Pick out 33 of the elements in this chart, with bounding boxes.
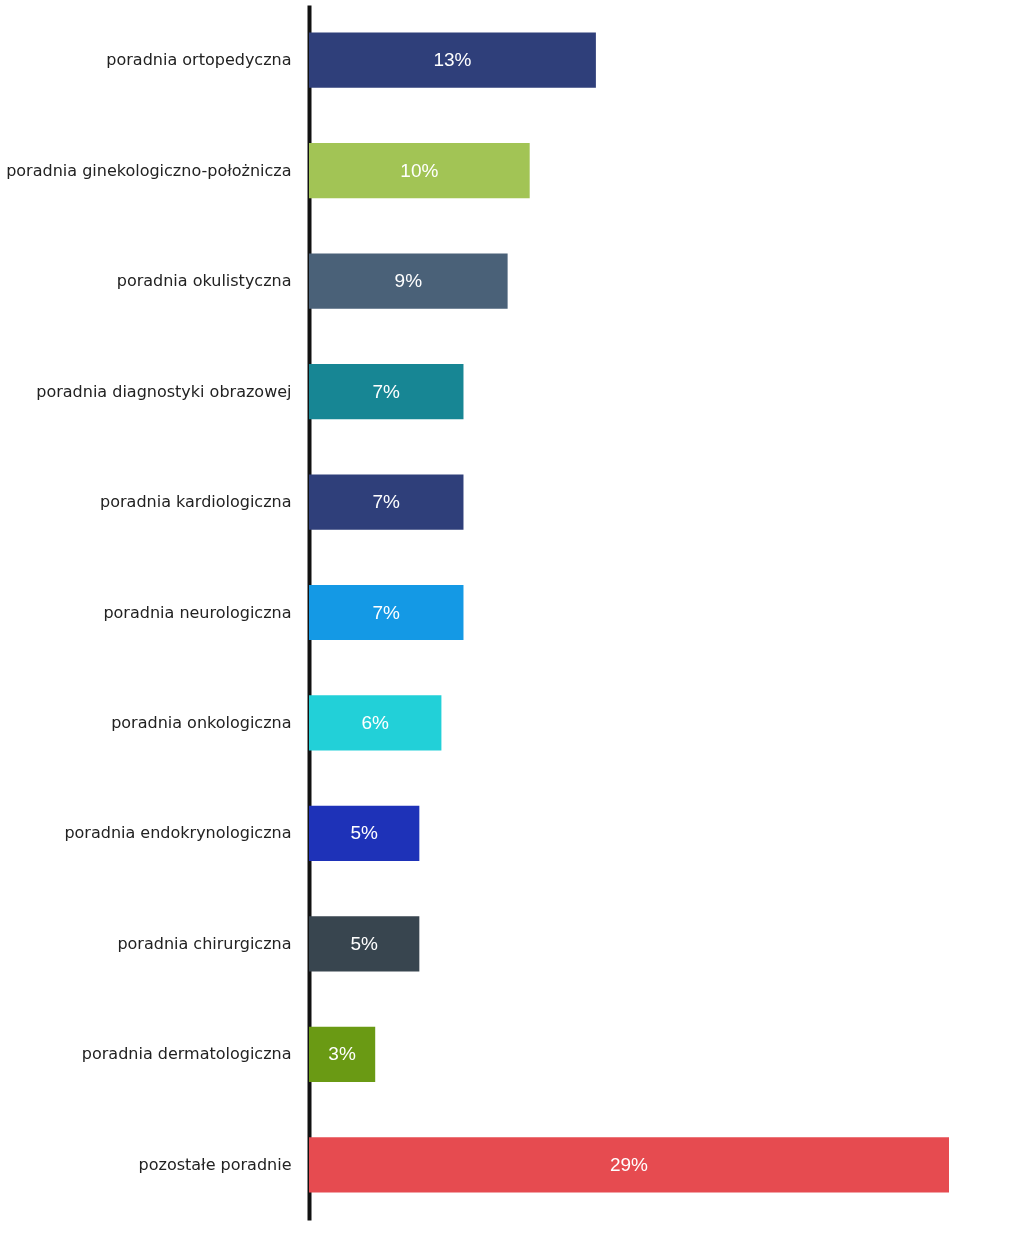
bar xyxy=(309,916,420,972)
data-label: 3% xyxy=(328,1043,356,1065)
data-label: 29% xyxy=(609,1153,649,1175)
data-label: 10% xyxy=(400,159,439,181)
y-tick-label: poradnia dermatologiczna xyxy=(81,1044,292,1064)
y-tick-label: poradnia endokrynologiczna xyxy=(64,823,292,843)
data-label: 5% xyxy=(350,822,378,844)
data-label: 9% xyxy=(394,270,423,292)
y-tick-label: poradnia okulistyczna xyxy=(116,271,292,291)
y-tick-label: poradnia neurologiczna xyxy=(103,602,292,622)
y-tick-label: poradnia ortopedyczna xyxy=(106,50,292,70)
bar xyxy=(309,695,442,751)
data-label: 7% xyxy=(372,380,401,402)
bar xyxy=(309,584,464,641)
bar xyxy=(309,143,530,199)
bar xyxy=(309,363,464,420)
bar xyxy=(309,1137,949,1193)
y-tick-label: poradnia ginekologiczno-położnicza xyxy=(6,160,292,180)
bar xyxy=(309,474,464,530)
data-label: 5% xyxy=(350,932,378,954)
data-label: 6% xyxy=(361,711,390,733)
y-tick-label: pozostałe poradnie xyxy=(138,1154,292,1174)
data-label: 13% xyxy=(433,49,472,71)
y-tick-label: poradnia onkologiczna xyxy=(111,712,292,732)
bar xyxy=(309,253,508,309)
y-tick-label: poradnia chirurgiczna xyxy=(117,933,292,953)
y-tick-label: poradnia kardiologiczna xyxy=(100,492,292,512)
bar xyxy=(309,1026,376,1082)
y-tick-label: poradnia diagnostyki obrazowej xyxy=(36,381,292,401)
data-label: 7% xyxy=(372,491,401,513)
bar xyxy=(309,805,420,862)
bar xyxy=(309,32,596,88)
data-label: 7% xyxy=(372,601,401,623)
